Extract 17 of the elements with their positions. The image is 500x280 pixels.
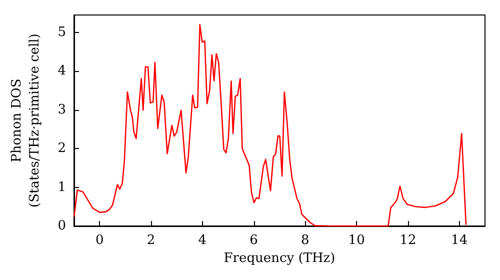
y-tick-label: 5 <box>58 24 66 40</box>
y-tick-label: 3 <box>58 102 66 118</box>
x-tick-label: 0 <box>96 233 104 248</box>
x-tick-label: 4 <box>198 233 207 248</box>
x-tick-label: 14 <box>451 233 468 248</box>
y-tick-label: 1 <box>58 180 66 195</box>
x-tick-label: 12 <box>400 233 416 248</box>
x-tick-label: 2 <box>146 233 156 248</box>
line-series <box>73 24 467 227</box>
x-tick-label: 10 <box>348 233 365 248</box>
x-axis-title: Frequency (THz) <box>224 251 336 266</box>
y-tick-label: 4 <box>58 64 66 79</box>
y-axis-title: Phonon DOS (States/THz·primitive cell) <box>10 33 42 208</box>
y-tick-label: 2 <box>58 141 66 156</box>
y-tick-label: 0 <box>58 218 66 234</box>
x-tick-label: 8 <box>301 233 310 248</box>
x-tick-label: 6 <box>250 233 258 248</box>
